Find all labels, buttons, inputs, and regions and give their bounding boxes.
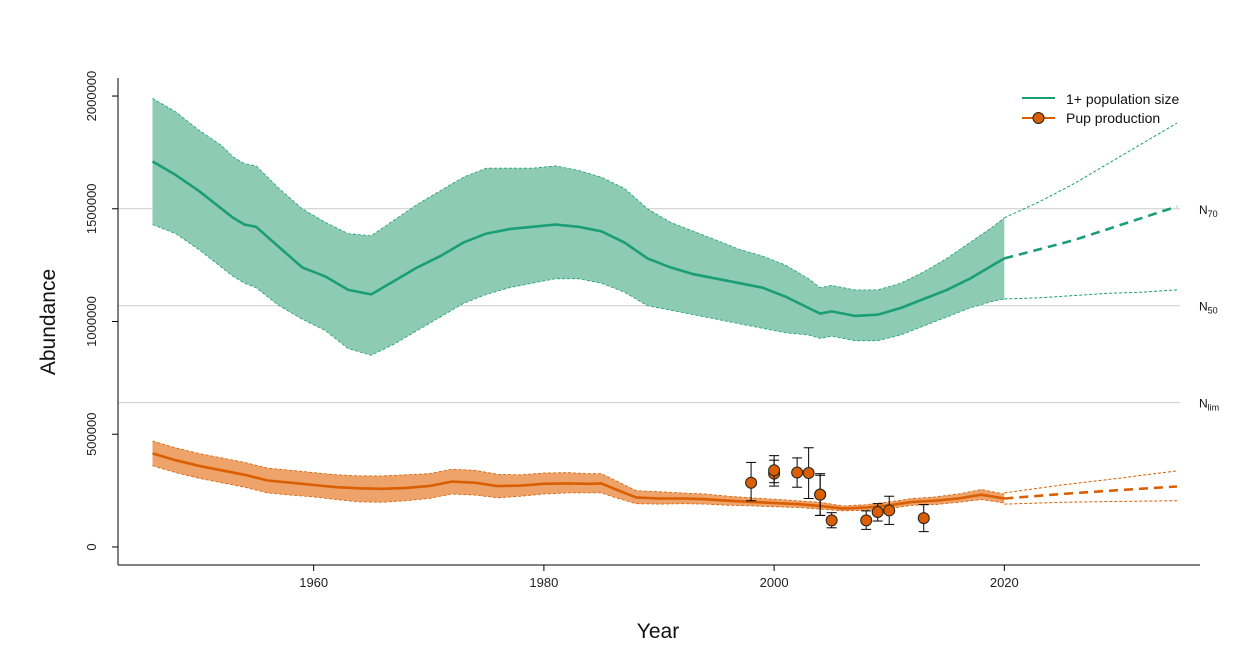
y-tick-label-500000: 500000 xyxy=(84,413,99,456)
x-tick-label-1980: 1980 xyxy=(529,575,558,590)
data-point-4 xyxy=(802,467,815,480)
data-point-3 xyxy=(791,466,804,479)
observation-6 xyxy=(814,474,827,516)
data-point-6 xyxy=(814,488,827,501)
series-2-median-line xyxy=(152,452,1005,510)
reference-label-70: N70 xyxy=(1199,203,1218,219)
y-ticks: 0 500000 1000000 1500000 2000000 xyxy=(84,71,118,551)
y-tick-label-0: 0 xyxy=(84,543,99,550)
x-tick-label-2020: 2020 xyxy=(990,575,1019,590)
series-0-ci-upper xyxy=(152,97,1005,291)
confidence-bands xyxy=(152,97,1005,512)
x-axis-title: Year xyxy=(637,620,679,643)
series-lines xyxy=(151,122,1178,510)
series-2-ci-band xyxy=(152,441,1005,511)
observation-9 xyxy=(871,503,884,522)
x-tick-label-2000: 2000 xyxy=(760,575,789,590)
observation-points xyxy=(745,447,930,533)
data-point-0 xyxy=(745,476,758,489)
observation-10 xyxy=(883,495,896,525)
series-2-ci-lower xyxy=(152,465,1005,512)
reference-label-50: N50 xyxy=(1199,300,1218,316)
data-point-10 xyxy=(883,504,896,517)
legend: 1+ population size Pup production xyxy=(1022,91,1179,126)
series-1-proj-median xyxy=(1003,205,1178,260)
observation-7 xyxy=(825,512,838,529)
data-point-8 xyxy=(860,514,873,527)
data-point-7 xyxy=(825,514,838,527)
observation-4 xyxy=(802,447,815,499)
legend-point-pups xyxy=(1032,112,1045,124)
data-point-2 xyxy=(768,464,781,477)
x-tick-label-1960: 1960 xyxy=(299,575,328,590)
observation-8 xyxy=(860,510,873,530)
series-2-ci-upper xyxy=(152,440,1005,507)
series-3-proj-lower xyxy=(1004,500,1178,505)
reference-label-lim: Nlim xyxy=(1199,397,1219,413)
data-point-9 xyxy=(871,506,884,519)
x-ticks: 1960 1980 2000 2020 xyxy=(299,565,1019,590)
series-0-median-line xyxy=(151,160,1005,318)
series-3-proj-median xyxy=(1004,485,1178,500)
observation-0 xyxy=(745,461,758,502)
series-1-proj-lower xyxy=(1004,289,1178,300)
y-tick-label-1000000: 1000000 xyxy=(84,296,99,347)
y-axis-title: Abundance xyxy=(37,269,60,375)
y-tick-label-2000000: 2000000 xyxy=(84,71,99,122)
series-3-proj-upper xyxy=(1004,470,1178,494)
legend-label-pups: Pup production xyxy=(1066,110,1160,126)
legend-label-population: 1+ population size xyxy=(1066,91,1179,107)
observation-2 xyxy=(768,455,781,484)
data-point-11 xyxy=(917,512,930,525)
y-tick-label-1500000: 1500000 xyxy=(84,183,99,234)
observation-11 xyxy=(917,504,930,533)
reference-labels: N70 N50 Nlim xyxy=(1199,203,1219,413)
observation-3 xyxy=(791,457,804,488)
series-0-ci-lower xyxy=(152,224,1005,356)
series-1-proj-upper xyxy=(1004,122,1178,219)
